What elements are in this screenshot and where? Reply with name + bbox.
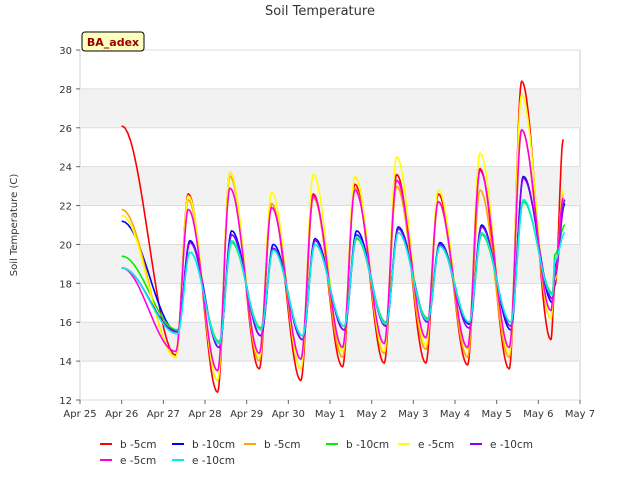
x-tick-label: May 1 xyxy=(315,409,345,420)
x-tick-label: May 3 xyxy=(398,409,428,420)
x-tick-label: Apr 27 xyxy=(147,409,180,420)
legend-label: e -10cm xyxy=(192,455,235,467)
y-tick-label: 12 xyxy=(59,396,72,407)
y-tick-label: 26 xyxy=(59,124,72,135)
y-tick-label: 16 xyxy=(59,318,72,329)
x-axis-ticks: Apr 25 Apr 26 Apr 27 Apr 28 Apr 29 Apr 30 May … xyxy=(63,400,595,420)
x-tick-label: May 4 xyxy=(440,409,470,420)
series-line xyxy=(121,128,564,372)
legend: b -5cm b -10cm b -5cm b -10cm e -5cm e -10cm e… xyxy=(100,439,533,467)
x-tick-label: May 6 xyxy=(523,409,553,420)
y-tick-label: 22 xyxy=(59,202,72,213)
y-tick-label: 28 xyxy=(59,85,72,96)
x-tick-label: Apr 29 xyxy=(230,409,263,420)
x-tick-label: Apr 30 xyxy=(272,409,305,420)
y-tick-label: 30 xyxy=(59,46,72,57)
x-tick-label: May 5 xyxy=(482,409,512,420)
y-axis-label: Soil Temperature (C) xyxy=(9,174,20,277)
x-tick-label: Apr 28 xyxy=(188,409,221,420)
station-badge-box xyxy=(81,31,145,52)
y-tick-label: 24 xyxy=(59,163,72,174)
y-tick-label: 18 xyxy=(59,279,72,290)
x-tick-label: May 7 xyxy=(565,409,595,420)
legend-label: b -10cm xyxy=(346,439,389,451)
x-tick-label: May 2 xyxy=(357,409,387,420)
legend-label: b -5cm xyxy=(264,439,300,451)
y-tick-label: 20 xyxy=(59,240,72,251)
legend-label: e -10cm xyxy=(490,439,533,451)
legend-label: e -5cm xyxy=(418,439,454,451)
grid-band xyxy=(80,166,580,206)
grid-band xyxy=(80,88,580,128)
y-axis-ticks: 12 14 16 18 20 22 24 26 28 30 xyxy=(59,46,80,407)
series-lines xyxy=(121,80,566,393)
station-badge: BA_adex xyxy=(81,31,145,52)
legend-label: e -5cm xyxy=(120,455,156,467)
series-line xyxy=(121,198,566,345)
chart-title: Soil Temperature xyxy=(265,4,375,19)
y-tick-label: 14 xyxy=(59,357,72,368)
x-tick-label: Apr 25 xyxy=(63,409,96,420)
x-tick-label: Apr 26 xyxy=(105,409,138,420)
legend-label: b -5cm xyxy=(120,439,156,451)
legend-label: b -10cm xyxy=(192,439,235,451)
plot-background xyxy=(79,49,581,401)
station-badge-label: BA_adex xyxy=(87,36,139,49)
